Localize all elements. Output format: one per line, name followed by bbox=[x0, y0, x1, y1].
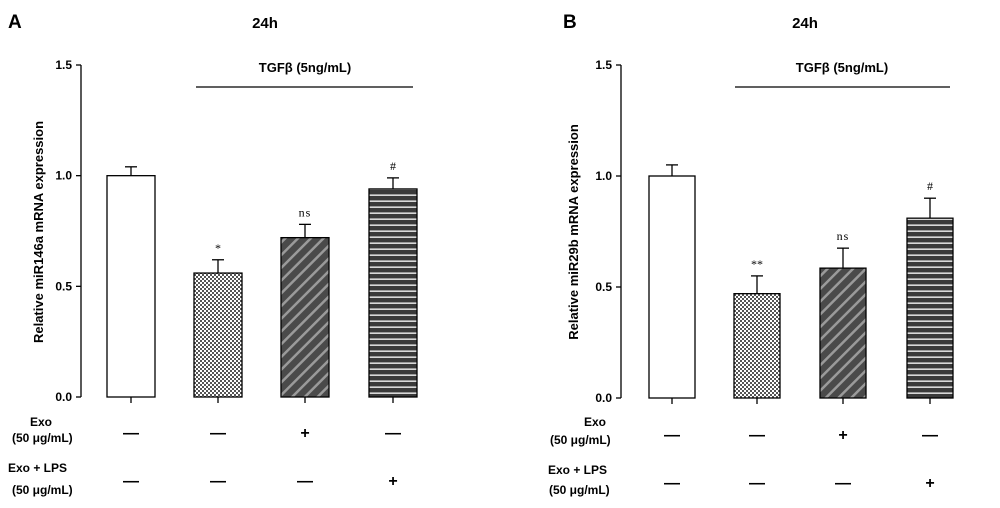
significance-label: # bbox=[390, 159, 396, 173]
row-label-exo: Exo bbox=[584, 415, 606, 429]
bar bbox=[368, 188, 418, 398]
bar bbox=[819, 267, 867, 399]
y-tick-label: 1.0 bbox=[55, 169, 72, 183]
treatment-mark: + bbox=[388, 473, 397, 490]
bar bbox=[193, 272, 243, 398]
y-tick-label: 0.0 bbox=[55, 390, 72, 404]
bar bbox=[906, 217, 954, 399]
panel-letter: A bbox=[8, 12, 22, 33]
treatment-mark: — bbox=[210, 473, 226, 490]
y-axis-label: Relative miR29b mRNA expression bbox=[566, 124, 581, 340]
treatment-mark: — bbox=[123, 473, 139, 490]
panel-letter: B bbox=[563, 12, 577, 33]
significance-label: * bbox=[215, 241, 221, 255]
significance-label: ns bbox=[299, 205, 312, 219]
row-sublabel-exo-lps: (50 μg/mL) bbox=[549, 483, 610, 497]
chart-title: 24h bbox=[792, 15, 818, 32]
treatment-mark: + bbox=[300, 425, 309, 442]
y-tick-label: 0.5 bbox=[55, 279, 72, 293]
significance-label: # bbox=[927, 179, 933, 193]
row-sublabel-exo: (50 μg/mL) bbox=[550, 433, 611, 447]
y-tick-label: 1.5 bbox=[595, 58, 612, 72]
treatment-mark: — bbox=[297, 473, 313, 490]
bar bbox=[648, 175, 696, 399]
row-label-exo: Exo bbox=[30, 415, 52, 429]
treatment-mark: — bbox=[664, 427, 680, 444]
treatment-mark: + bbox=[925, 475, 934, 492]
treatment-mark: — bbox=[664, 475, 680, 492]
row-sublabel-exo: (50 μg/mL) bbox=[12, 431, 73, 445]
row-label-exo-lps: Exo + LPS bbox=[8, 461, 67, 475]
bar bbox=[106, 175, 156, 398]
bar bbox=[733, 293, 781, 399]
treatment-mark: + bbox=[838, 427, 847, 444]
treatment-mark: — bbox=[749, 475, 765, 492]
y-tick-label: 0.5 bbox=[595, 280, 612, 294]
panel-a: A 24h TGFβ (5ng/mL) Relative miR146a mRN… bbox=[8, 12, 418, 497]
y-tick-label: 0.0 bbox=[595, 391, 612, 405]
row-label-exo-lps: Exo + LPS bbox=[548, 463, 607, 477]
treatment-mark: — bbox=[385, 425, 401, 442]
treatment-label: TGFβ (5ng/mL) bbox=[259, 60, 351, 75]
treatment-label: TGFβ (5ng/mL) bbox=[796, 60, 888, 75]
y-tick-label: 1.5 bbox=[55, 58, 72, 72]
row-sublabel-exo-lps: (50 μg/mL) bbox=[12, 483, 73, 497]
treatment-mark: — bbox=[749, 427, 765, 444]
treatment-mark: — bbox=[922, 427, 938, 444]
chart-title: 24h bbox=[252, 15, 278, 32]
treatment-mark: — bbox=[835, 475, 851, 492]
panel-b: B 24h TGFβ (5ng/mL) Relative miR29b mRNA… bbox=[548, 12, 954, 497]
bar bbox=[280, 236, 330, 398]
significance-label: ns bbox=[837, 229, 850, 243]
y-axis-label: Relative miR146a mRNA expression bbox=[31, 121, 46, 343]
y-tick-label: 1.0 bbox=[595, 169, 612, 183]
treatment-mark: — bbox=[210, 425, 226, 442]
treatment-mark: — bbox=[123, 425, 139, 442]
significance-label: ** bbox=[751, 257, 763, 271]
